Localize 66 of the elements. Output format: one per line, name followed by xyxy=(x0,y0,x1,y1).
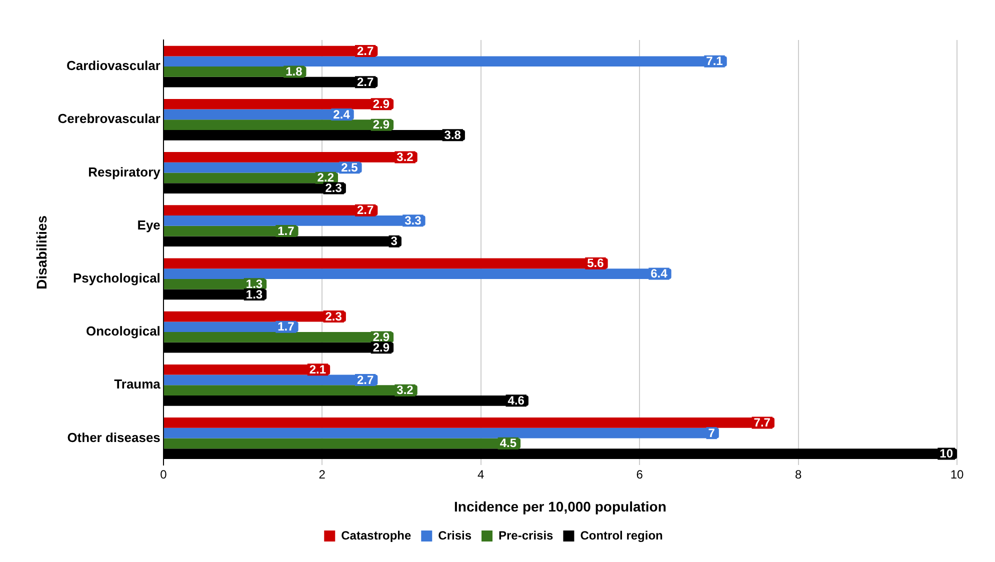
bar xyxy=(164,205,378,216)
bar xyxy=(164,215,426,226)
y-tick-label: Cardiovascular xyxy=(66,58,160,74)
legend-label: Pre-crisis xyxy=(498,528,554,542)
data-label: 2.9 xyxy=(372,340,390,354)
data-label: 3.2 xyxy=(396,150,414,164)
bar xyxy=(164,268,672,279)
x-tick-label: 0 xyxy=(160,467,168,482)
data-label: 6.4 xyxy=(650,266,668,281)
bar xyxy=(164,120,394,130)
data-label: 1.7 xyxy=(278,224,295,238)
y-tick-label: Cerebrovascular xyxy=(58,111,160,126)
data-label: 1.3 xyxy=(246,276,263,291)
bar xyxy=(164,428,719,438)
y-tick-label: Oncological xyxy=(86,324,160,339)
legend-label: Catastrophe xyxy=(341,528,412,542)
data-label: 2.9 xyxy=(372,330,390,344)
data-label: 2.9 xyxy=(372,96,390,111)
data-label: 3 xyxy=(390,234,398,248)
data-label: 3.3 xyxy=(404,213,422,228)
data-label: 7.1 xyxy=(706,54,724,68)
x-tick-label: 8 xyxy=(794,467,802,482)
x-tick-label: 2 xyxy=(318,467,326,482)
bar xyxy=(164,332,394,342)
data-label: 3.8 xyxy=(444,128,462,142)
data-label: 4.5 xyxy=(500,436,517,450)
bar xyxy=(164,152,418,162)
bar xyxy=(164,385,418,396)
bar xyxy=(164,418,774,428)
data-label: 3.2 xyxy=(396,383,414,398)
data-label: 7 xyxy=(708,426,716,440)
data-label: 2.9 xyxy=(372,118,390,132)
data-label: 10 xyxy=(940,446,954,461)
y-tick-label: Eye xyxy=(137,217,160,232)
bar xyxy=(164,258,608,269)
data-label: 1.3 xyxy=(246,287,263,302)
y-tick-label: Psychological xyxy=(72,270,160,286)
data-label: 2.7 xyxy=(356,372,374,387)
data-label: 2.4 xyxy=(333,107,350,122)
y-axis-title: Disabilities xyxy=(33,215,50,290)
data-label: 2.3 xyxy=(325,181,342,196)
data-label: 1.7 xyxy=(278,320,295,334)
x-tick-label: 4 xyxy=(478,467,484,482)
data-label: 2.7 xyxy=(356,203,374,218)
data-label: 2.2 xyxy=(317,170,334,185)
bar xyxy=(164,98,394,110)
data-label: 2.3 xyxy=(325,309,342,324)
data-label: 4.6 xyxy=(508,393,525,408)
y-tick-label: Trauma xyxy=(114,376,162,392)
data-label: 2.5 xyxy=(341,160,358,174)
data-label: 5.6 xyxy=(587,256,604,270)
data-label: 2.7 xyxy=(356,74,374,89)
data-label: 7.7 xyxy=(754,416,771,430)
legend-label: Control region xyxy=(580,528,663,542)
bar xyxy=(164,162,362,173)
data-label: 2.7 xyxy=(356,44,374,58)
y-tick-label: Respiratory xyxy=(88,164,162,180)
x-tick-label: 6 xyxy=(636,467,644,482)
bar xyxy=(164,438,521,449)
x-axis-title: Incidence per 10,000 population xyxy=(454,498,666,514)
data-label: 2.1 xyxy=(309,362,326,376)
y-tick-label: Other diseases xyxy=(67,430,160,445)
data-label: 1.8 xyxy=(286,64,303,79)
bar xyxy=(164,56,727,67)
legend-label: Crisis xyxy=(438,528,472,542)
x-tick-label: 10 xyxy=(950,467,964,482)
